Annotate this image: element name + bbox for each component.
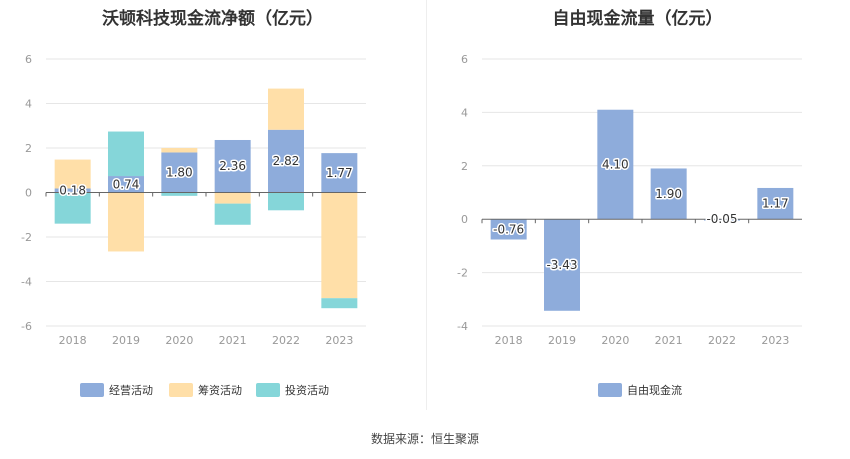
bar (268, 192, 304, 211)
x-tick-label: 2021 (219, 334, 247, 347)
bar (544, 219, 580, 311)
bar (321, 192, 358, 299)
bar (161, 148, 198, 153)
bar (757, 187, 794, 220)
bar (268, 88, 304, 130)
data-label: 0.74 (113, 177, 140, 191)
panel-divider (426, 0, 427, 410)
x-tick-label: 2020 (601, 334, 629, 347)
data-label: 0.18 (59, 183, 86, 197)
bar (268, 129, 304, 193)
legend-label: 经营活动 (109, 383, 153, 397)
x-tick-label: 2019 (112, 334, 140, 347)
bar (214, 203, 251, 225)
x-tick-label: 2023 (325, 334, 353, 347)
data-label: -3.43 (546, 258, 577, 272)
x-tick-label: 2018 (59, 334, 87, 347)
bar (108, 176, 144, 193)
x-tick-label: 2021 (655, 334, 683, 347)
legend: 经营活动 筹资活动 投资活动 (80, 383, 329, 397)
cash-flow-chart-panel: 沃顿科技现金流净额（亿元） 6 4 2 0 -2 -4 -6 2018 2019 2020 2021… (0, 0, 425, 410)
legend-label: 投资活动 (285, 383, 329, 397)
bar (161, 192, 198, 196)
legend-label: 自由现金流 (627, 383, 682, 397)
data-label: 4.10 (602, 157, 629, 171)
y-tick-label: 4 (25, 98, 32, 111)
y-tick-label: -6 (21, 320, 32, 333)
y-tick-label: 6 (461, 53, 468, 66)
data-label: 1.90 (655, 187, 682, 201)
y-tick-label: -4 (457, 320, 468, 333)
bar (490, 219, 527, 240)
x-tick-label: 2022 (708, 334, 736, 347)
cash-flow-chart: 6 4 2 0 -2 -4 -6 2018 2019 2020 2021 2022 2023 0.18 0.… (21, 53, 366, 397)
bar (214, 192, 251, 204)
bar (597, 109, 634, 220)
bar (321, 298, 358, 309)
y-tick-label: 0 (25, 187, 32, 200)
y-tick-label: -2 (21, 231, 32, 244)
bar (54, 159, 91, 189)
data-source: 数据来源：恒生聚源 (370, 432, 479, 446)
y-tick-label: 4 (461, 106, 468, 119)
chart-title: 自由现金流量（亿元） (552, 9, 723, 29)
x-tick-label: 2023 (761, 334, 789, 347)
bar (108, 192, 144, 252)
y-tick-label: 2 (25, 142, 32, 155)
chart-title: 沃顿科技现金流净额（亿元） (102, 9, 323, 29)
y-tick-label: 0 (461, 213, 468, 226)
data-label: 2.36 (219, 159, 246, 173)
x-tick-label: 2019 (548, 334, 576, 347)
data-label: -0.05 (706, 212, 737, 226)
bar (321, 153, 358, 193)
free-cash-flow-chart: 6 4 2 0 -2 -4 2018 2019 2020 2021 2022 2023 -0.76 -3.… (457, 53, 802, 397)
bar (54, 192, 91, 224)
legend: 自由现金流 (598, 383, 682, 397)
bar (161, 152, 198, 193)
bar (54, 188, 91, 193)
legend-swatch (256, 383, 280, 397)
bar (214, 139, 251, 193)
data-label: 1.80 (166, 165, 193, 179)
data-label: 2.82 (273, 154, 300, 168)
x-tick-label: 2022 (272, 334, 300, 347)
bar (108, 131, 144, 177)
y-tick-label: -4 (21, 276, 32, 289)
y-tick-label: 2 (461, 160, 468, 173)
x-tick-label: 2018 (495, 334, 523, 347)
free-cash-flow-chart-panel: 自由现金流量（亿元） 6 4 2 0 -2 -4 2018 2019 2020 2021 2022 2… (425, 0, 850, 410)
legend-swatch (598, 383, 622, 397)
bar (650, 168, 687, 220)
bar (704, 219, 740, 221)
data-label: -0.76 (493, 222, 524, 236)
data-label: 1.17 (762, 197, 789, 211)
legend-label: 筹资活动 (198, 383, 242, 397)
y-tick-label: 6 (25, 53, 32, 66)
x-tick-label: 2020 (165, 334, 193, 347)
data-label: 1.77 (326, 166, 353, 180)
legend-swatch (80, 383, 104, 397)
legend-swatch (169, 383, 193, 397)
y-tick-label: -2 (457, 267, 468, 280)
